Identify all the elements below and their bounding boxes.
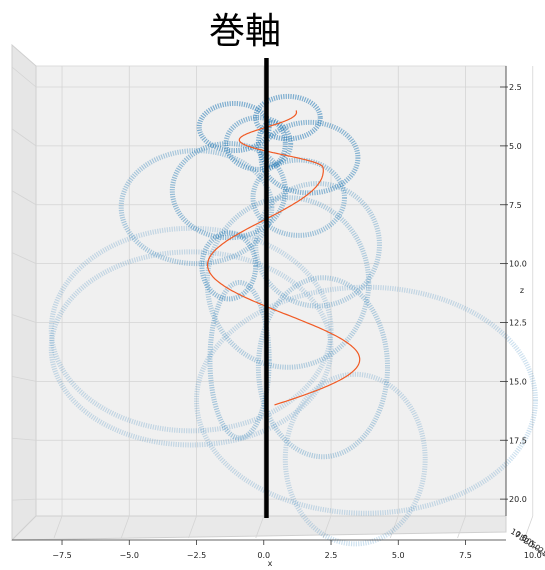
chart-title: 巻軸 <box>208 11 281 52</box>
z-tick-label: 17.5 <box>509 436 527 445</box>
grid <box>11 66 534 539</box>
loop-curve <box>207 279 272 441</box>
x-ticks: −7.5 −5.0 −2.5 0.0 2.5 5.0 7.5 10.0 <box>52 540 542 560</box>
loops-series <box>48 93 538 547</box>
loop-curve <box>282 371 428 547</box>
x-axis-label: x <box>268 559 273 568</box>
loop-curve <box>48 249 334 448</box>
grid-line-floor <box>389 515 399 539</box>
grid-line-left <box>11 375 37 382</box>
loop-curve <box>223 115 294 172</box>
y-tick-label: −5.0 <box>535 545 545 562</box>
x-tick-label: −5.0 <box>120 551 139 560</box>
grid-line-left <box>11 252 37 264</box>
loop-curve <box>169 141 288 241</box>
y-tick-label: −7.5 <box>539 549 545 566</box>
loop-curve <box>253 181 382 309</box>
helix-curve <box>207 110 361 406</box>
loop-curve <box>196 100 272 154</box>
z-tick-label: 10.0 <box>509 260 527 269</box>
x-tick-label: 10.0 <box>524 551 542 560</box>
x-tick-label: −7.5 <box>52 551 71 560</box>
grid-line-floor <box>457 515 466 539</box>
z-tick-label: 7.5 <box>509 201 522 210</box>
z-axis-label: z <box>520 286 524 295</box>
grid-line-left <box>11 314 37 323</box>
grid-line-left <box>11 190 37 206</box>
x-tick-label: −2.5 <box>187 551 206 560</box>
x-tick-label: 0.0 <box>257 551 270 560</box>
x-tick-label: 5.0 <box>392 551 405 560</box>
z-tick-label: 20.0 <box>509 495 527 504</box>
loop-curve <box>255 119 288 168</box>
left-pane <box>11 43 37 542</box>
loop-curve <box>194 284 538 516</box>
loop-curve <box>118 148 275 267</box>
grid-line-floor <box>524 515 534 539</box>
grid-line-left <box>11 66 37 88</box>
grid-line-floor <box>255 515 265 539</box>
z-tick-label: 2.5 <box>509 83 522 92</box>
grid-line-floor <box>322 515 332 539</box>
z-tick-label: 5.0 <box>509 142 522 151</box>
z-tick-label: 12.5 <box>509 319 527 328</box>
loop-curve <box>204 195 372 370</box>
loop-curve <box>199 230 259 302</box>
loop-curve <box>250 157 347 238</box>
x-tick-label: 7.5 <box>459 551 472 560</box>
loop-curve <box>48 225 334 434</box>
loop-curve <box>255 275 391 460</box>
grid-line-left <box>11 437 37 441</box>
x-tick-label: 2.5 <box>325 551 338 560</box>
z-ticks: 2.5 5.0 7.5 10.0 12.5 15.0 17.5 20.0 <box>500 83 527 504</box>
loop-curve <box>258 119 361 196</box>
loop-curve <box>253 93 323 142</box>
grid-line-floor <box>188 515 197 539</box>
grid-line-floor <box>53 515 63 539</box>
z-tick-label: 15.0 <box>509 377 527 386</box>
grid-line-floor <box>120 515 130 539</box>
helix-series <box>207 110 361 406</box>
grid-line-left <box>11 498 37 501</box>
grid-line-left <box>11 128 37 147</box>
